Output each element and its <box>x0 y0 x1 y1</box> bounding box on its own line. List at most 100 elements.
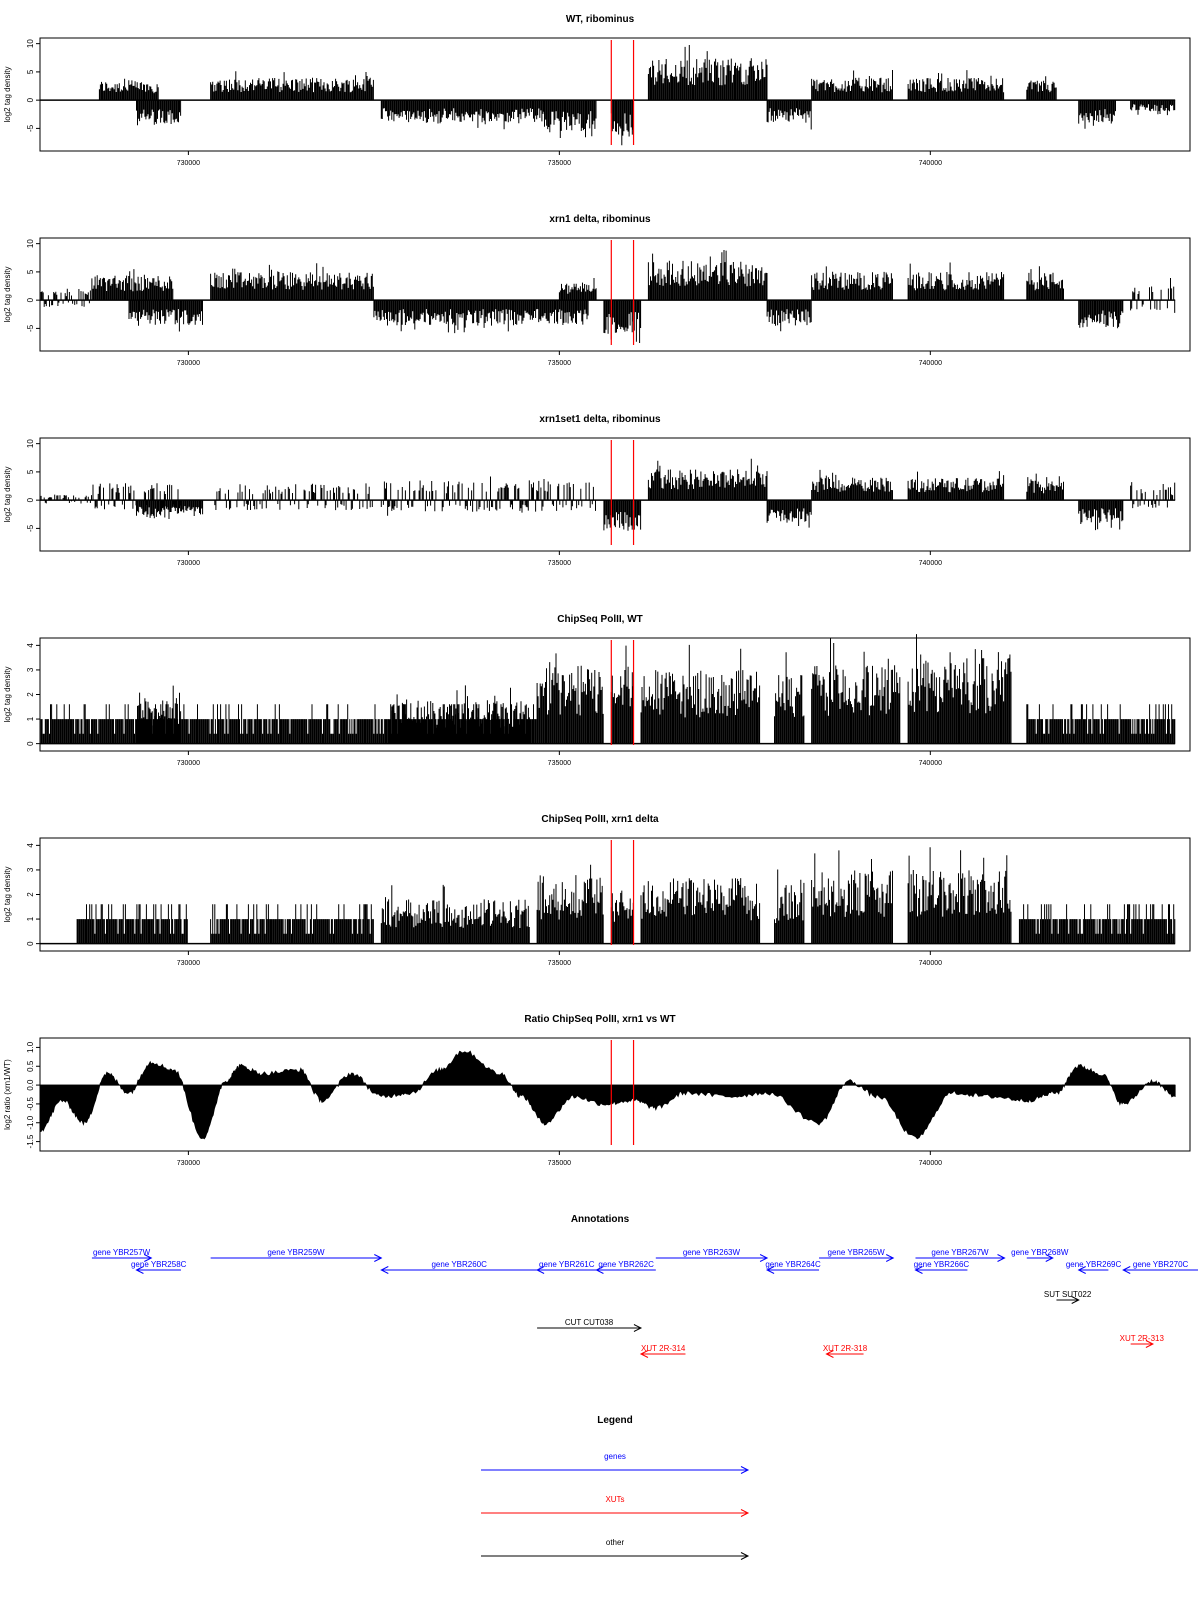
feature-arrow-head <box>886 1254 895 1262</box>
data-series <box>39 1050 1176 1140</box>
y-tick-label: -1.5 <box>26 1134 35 1148</box>
chart-title: xrn1set1 delta, ribominus <box>539 414 661 425</box>
y-tick-label: -5 <box>26 124 35 132</box>
x-tick-label: 735000 <box>548 360 571 367</box>
y-tick-label: -5 <box>26 324 35 332</box>
feature-gene-ybr268w: gene YBR268W <box>1011 1248 1069 1262</box>
y-axis: -5 0 5 10 <box>26 439 40 532</box>
feature-label: gene YBR258C <box>131 1260 187 1269</box>
x-axis: 730000 735000 740000 <box>177 151 942 167</box>
y-tick-label: 0 <box>26 941 35 946</box>
x-tick-label: 730000 <box>177 760 200 767</box>
chart-panel-4: ChipSeq PolII, WT log2 tag density 0 1 2 3 4 73… <box>3 614 1191 767</box>
feature-arrow-head <box>765 1266 775 1274</box>
y-tick-label: 0 <box>26 97 35 102</box>
feature-arrow-head <box>595 1266 604 1274</box>
plot-frame <box>39 237 1191 352</box>
legend-swatch-arrowhead <box>740 1466 750 1474</box>
chart-title: xrn1 delta, ribominus <box>549 214 651 225</box>
x-tick-label: 730000 <box>177 960 200 967</box>
chart-title: Ratio ChipSeq PolII, xrn1 vs WT <box>524 1014 675 1025</box>
legend-item-genes: genes <box>481 1452 750 1474</box>
feature-arrow-head <box>633 1324 643 1332</box>
plot-frame <box>39 37 1191 152</box>
y-tick-label: 2 <box>26 692 35 697</box>
feature-arrow-head <box>144 1254 153 1262</box>
feature-arrow-head <box>1045 1254 1054 1262</box>
feature-gene-ybr259w: gene YBR259W <box>210 1248 383 1262</box>
y-tick-label: 4 <box>26 643 35 648</box>
legend-swatch-arrowhead <box>740 1552 750 1560</box>
y-tick-label: 3 <box>26 667 35 672</box>
feature-label: gene YBR259W <box>267 1248 325 1257</box>
feature-arrow-head <box>825 1350 834 1358</box>
feature-label: gene YBR267W <box>931 1248 989 1257</box>
feature-arrow-head <box>374 1254 383 1262</box>
y-tick-label: -0.5 <box>26 1096 35 1110</box>
x-tick-label: 740000 <box>919 560 942 567</box>
y-tick-label: 1.0 <box>26 1041 35 1053</box>
signal-bars <box>76 847 1176 944</box>
signal-bars <box>98 45 1176 146</box>
y-axis-label: log2 tag density <box>3 66 12 122</box>
y-tick-label: 0 <box>26 741 35 746</box>
feature-xut-2r-313: XUT 2R-313 <box>1120 1334 1165 1348</box>
y-tick-label: 5 <box>26 69 35 74</box>
feature-xut-2r-314: XUT 2R-314 <box>639 1344 686 1358</box>
x-axis: 730000 735000 740000 <box>177 1151 942 1167</box>
y-tick-label: 2 <box>26 892 35 897</box>
y-axis-label: log2 tag density <box>3 266 12 322</box>
y-axis: -1.5 -1.0 -0.5 0.0 0.5 1.0 <box>26 1041 40 1148</box>
feature-gene-ybr265w: gene YBR265W <box>819 1248 895 1262</box>
feature-gene-ybr258c: gene YBR258C <box>131 1260 187 1274</box>
feature-label: gene YBR263W <box>683 1248 741 1257</box>
y-axis: 0 1 2 3 4 <box>26 643 40 746</box>
y-axis-label: log2 tag density <box>3 466 12 522</box>
data-series <box>39 634 1176 745</box>
feature-label: gene YBR264C <box>765 1260 821 1269</box>
chart-title: ChipSeq PolII, xrn1 delta <box>541 814 659 825</box>
legend-swatch-arrowhead <box>740 1509 750 1517</box>
x-axis: 730000 735000 740000 <box>177 751 942 767</box>
feature-arrow-head <box>914 1266 923 1274</box>
data-series <box>39 250 1176 343</box>
y-tick-label: 5 <box>26 269 35 274</box>
feature-label: SUT SUT022 <box>1044 1290 1092 1299</box>
legend-item-other: other <box>481 1538 750 1560</box>
feature-label: gene YBR262C <box>598 1260 654 1269</box>
feature-gene-ybr270c: gene YBR270C <box>1122 1260 1198 1274</box>
signal-bars <box>39 250 1176 343</box>
feature-gene-ybr267w: gene YBR267W <box>915 1248 1006 1262</box>
feature-label: gene YBR270C <box>1133 1260 1189 1269</box>
y-tick-label: 1 <box>26 716 35 721</box>
y-axis: 0 1 2 3 4 <box>26 843 40 946</box>
data-series <box>40 847 1176 945</box>
feature-arrow-head <box>380 1266 389 1274</box>
feature-arrow-head <box>1077 1266 1086 1274</box>
y-tick-label: 0 <box>26 497 35 502</box>
feature-label: gene YBR266C <box>914 1260 970 1269</box>
y-axis: -5 0 5 10 <box>26 239 40 332</box>
y-axis: -5 0 5 10 <box>26 39 40 132</box>
feature-label: XUT 2R-314 <box>641 1344 686 1353</box>
chart-title: ChipSeq PolII, WT <box>557 614 643 625</box>
feature-label: CUT CUT038 <box>565 1318 614 1327</box>
x-tick-label: 735000 <box>548 760 571 767</box>
x-tick-label: 735000 <box>548 560 571 567</box>
chart-panel-5: ChipSeq PolII, xrn1 delta log2 tag densit… <box>3 814 1191 967</box>
y-tick-label: 4 <box>26 843 35 848</box>
data-series <box>40 45 1176 146</box>
feature-gene-ybr260c: gene YBR260C <box>380 1260 538 1274</box>
y-tick-label: -1.0 <box>26 1115 35 1129</box>
feature-arrow-head <box>997 1254 1006 1262</box>
x-tick-label: 730000 <box>177 360 200 367</box>
x-axis: 730000 735000 740000 <box>177 351 942 367</box>
chart-panel-6: Ratio ChipSeq PolII, xrn1 vs WT log2 rati… <box>3 1014 1191 1167</box>
feature-arrow-head <box>759 1254 769 1262</box>
feature-label: gene YBR260C <box>431 1260 487 1269</box>
y-tick-label: 1 <box>26 916 35 921</box>
feature-label: XUT 2R-313 <box>1120 1334 1165 1343</box>
legend-label: XUTs <box>605 1495 624 1504</box>
feature-gene-ybr263w: gene YBR263W <box>655 1248 769 1262</box>
x-tick-label: 740000 <box>919 360 942 367</box>
